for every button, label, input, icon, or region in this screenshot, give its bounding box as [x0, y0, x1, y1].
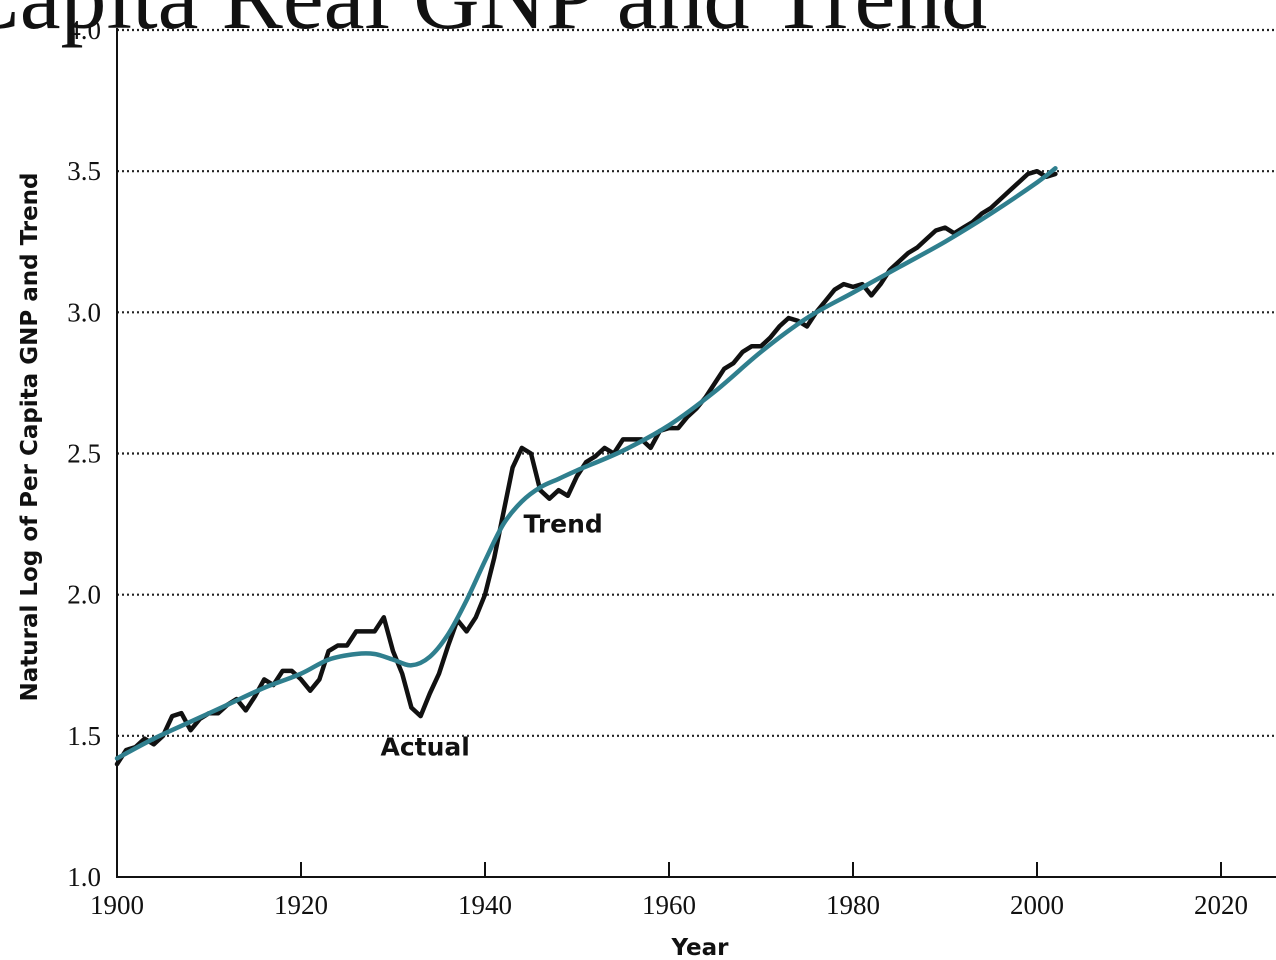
y-tick-label: 2.0 [67, 580, 101, 610]
x-ticks: 1900 1920 1940 1960 1980 2000 2020 [90, 862, 1248, 920]
x-tick-label: 1920 [274, 890, 328, 920]
y-tick-label: 3.5 [67, 156, 101, 186]
y-tick-label: 4.0 [67, 15, 101, 45]
gridlines [117, 28, 1276, 737]
annotations: Trend Actual [381, 510, 603, 762]
x-tick-label: 1940 [458, 890, 512, 920]
series-lines [114, 166, 1058, 767]
x-tick-label: 2000 [1010, 890, 1064, 920]
x-tick-label: 1900 [90, 890, 144, 920]
y-axis-title: Natural Log of Per Capita GNP and Trend [17, 172, 43, 701]
y-tick-label: 1.0 [67, 862, 101, 892]
y-tick-label: 3.0 [67, 297, 101, 327]
y-ticks: 1.0 1.5 2.0 2.5 3.0 3.5 4.0 [67, 15, 101, 892]
series-line-trend [114, 166, 1058, 761]
x-tick-label: 1960 [642, 890, 696, 920]
x-axis-title: Year [670, 935, 729, 960]
x-tick-label: 1980 [826, 890, 880, 920]
annotation-trend: Trend [524, 510, 603, 539]
y-tick-label: 1.5 [67, 721, 101, 751]
x-tick-label: 2020 [1194, 890, 1248, 920]
y-tick-label: 2.5 [67, 439, 101, 469]
annotation-actual: Actual [381, 733, 470, 762]
